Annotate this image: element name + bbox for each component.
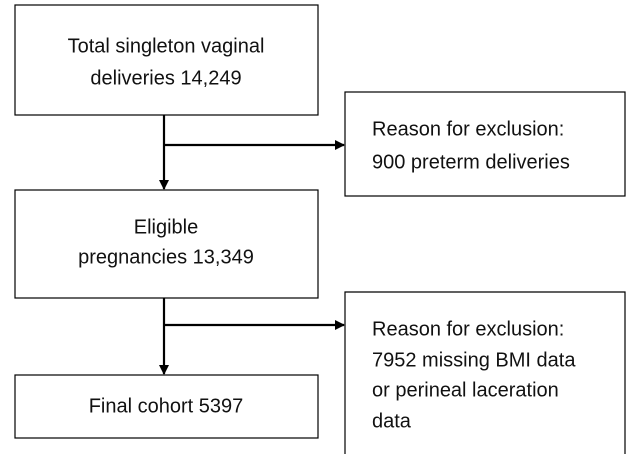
- box-total: [14, 4, 319, 116]
- box-final: [14, 374, 319, 439]
- node-text: Reason for exclusion:: [372, 318, 564, 340]
- node-text: data: [372, 410, 412, 432]
- node-text: Reason for exclusion:: [372, 118, 564, 140]
- node-text: pregnancies 13,349: [78, 246, 254, 268]
- node-text: 7952 missing BMI data: [372, 349, 576, 371]
- box-exclusion-2: [344, 291, 626, 454]
- node-text: deliveries 14,249: [90, 67, 241, 89]
- node-text: Final cohort 5397: [89, 395, 244, 417]
- node-text: 900 preterm deliveries: [372, 151, 570, 173]
- node-text: Eligible: [134, 216, 198, 238]
- node-text: Total singleton vaginal: [68, 35, 265, 57]
- box-eligible: [14, 189, 319, 299]
- box-exclusion-1: [344, 91, 626, 197]
- node-text: or perineal laceration: [372, 379, 559, 401]
